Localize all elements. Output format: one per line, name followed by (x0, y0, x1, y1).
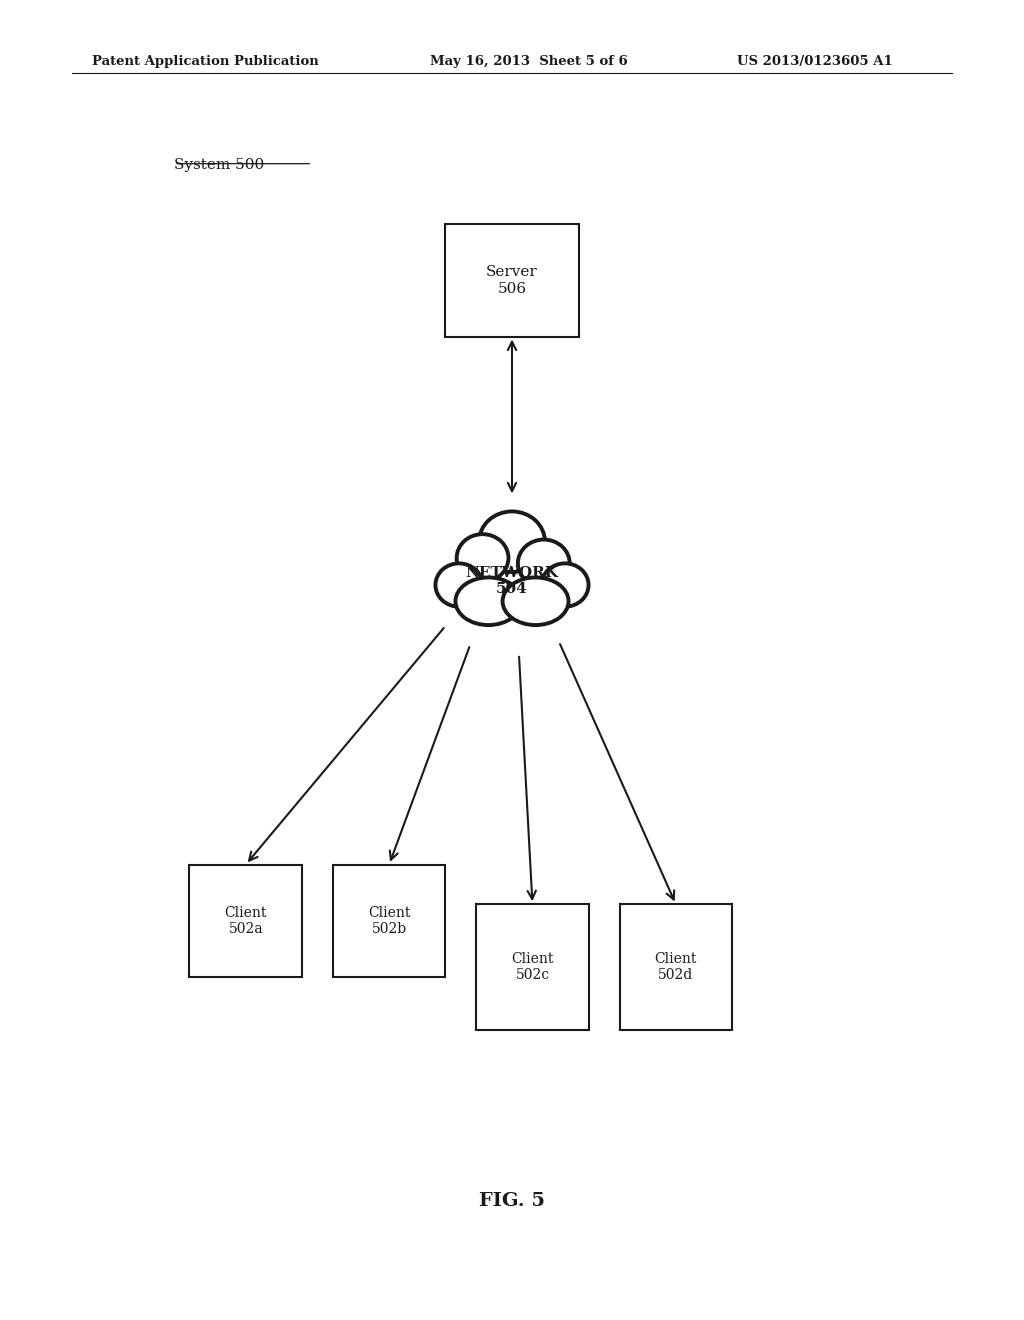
Text: Client
502a: Client 502a (224, 906, 267, 936)
Text: Client
502d: Client 502d (654, 952, 697, 982)
Ellipse shape (456, 577, 521, 626)
Text: NETWORK
504: NETWORK 504 (466, 566, 558, 595)
Ellipse shape (503, 577, 568, 626)
Text: Patent Application Publication: Patent Application Publication (92, 55, 318, 69)
Text: May 16, 2013  Sheet 5 of 6: May 16, 2013 Sheet 5 of 6 (430, 55, 628, 69)
Text: System 500: System 500 (174, 158, 264, 173)
FancyBboxPatch shape (620, 904, 732, 1030)
FancyBboxPatch shape (445, 224, 579, 337)
Ellipse shape (479, 511, 545, 572)
Text: FIG. 5: FIG. 5 (479, 1192, 545, 1210)
FancyBboxPatch shape (476, 904, 589, 1030)
Ellipse shape (435, 564, 482, 607)
Text: Server
506: Server 506 (486, 265, 538, 296)
Text: Client
502c: Client 502c (511, 952, 554, 982)
Text: Client
502b: Client 502b (368, 906, 411, 936)
FancyBboxPatch shape (333, 865, 445, 977)
Ellipse shape (457, 535, 509, 582)
FancyBboxPatch shape (189, 865, 302, 977)
Ellipse shape (542, 564, 589, 607)
Ellipse shape (518, 540, 569, 587)
Text: US 2013/0123605 A1: US 2013/0123605 A1 (737, 55, 893, 69)
